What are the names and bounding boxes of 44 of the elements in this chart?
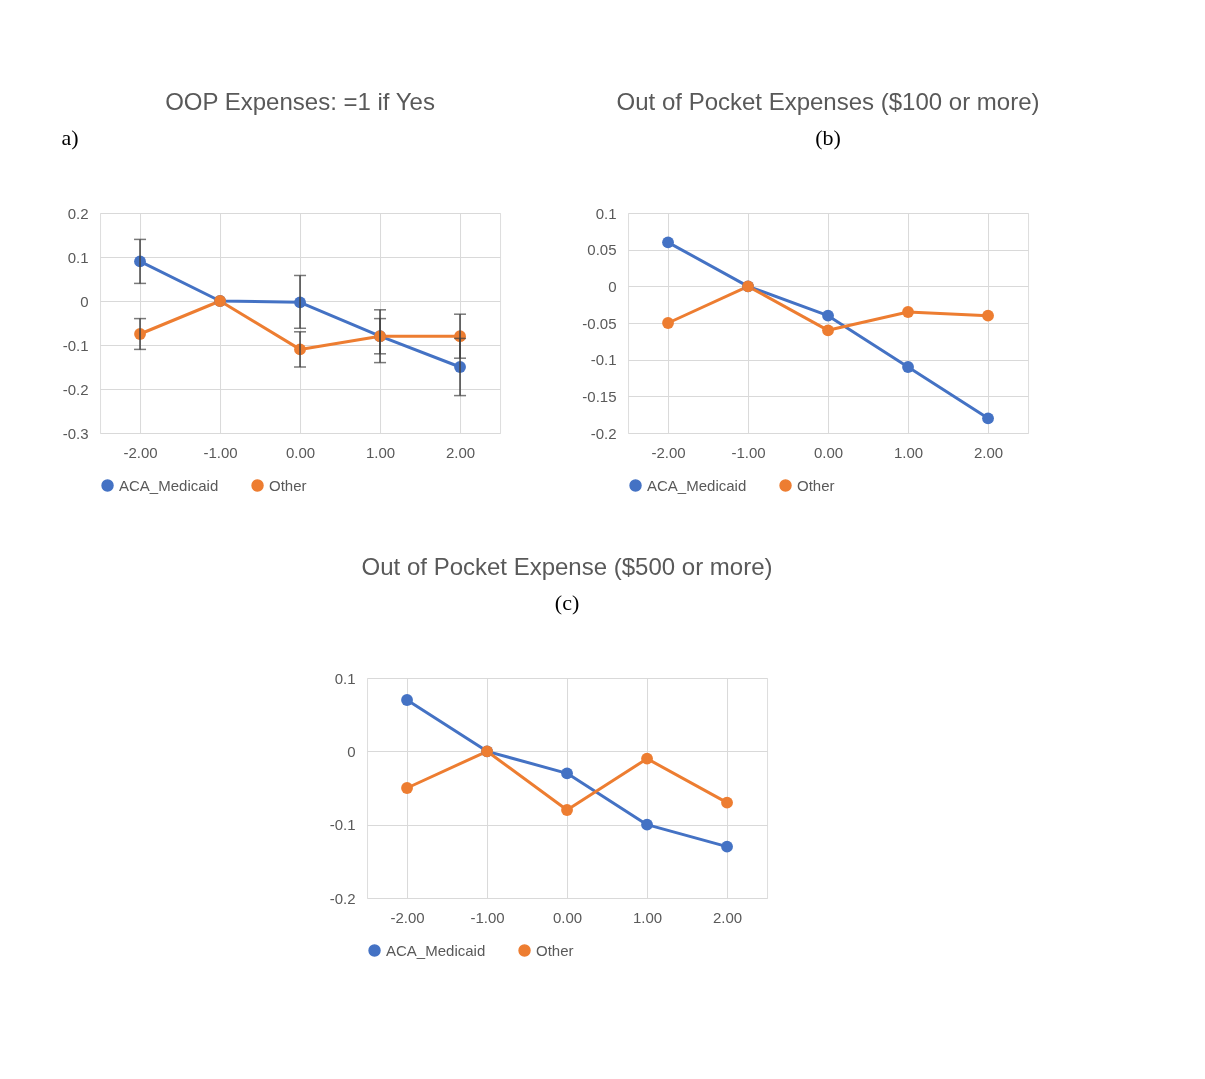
y-tick-label: -0.1 <box>62 336 89 354</box>
y-tick-label: 0.1 <box>67 248 89 266</box>
text: (b) <box>815 125 841 150</box>
x-tick-label: -1.00 <box>470 908 505 926</box>
x-tick-label: 2.00 <box>445 443 476 461</box>
legend-label: ACA_Medicaid <box>386 941 486 959</box>
y-tick-label: -0.2 <box>329 889 356 907</box>
chart-title: Out of Pocket Expense ($500 or more) <box>361 553 773 580</box>
x-tick-label: 0.00 <box>813 443 844 461</box>
y-tick-label: -0.1 <box>590 351 617 369</box>
y-tick-label: -0.2 <box>62 380 89 398</box>
y-tick-label: 0.2 <box>67 204 89 222</box>
chart-title: OOP Expenses: =1 if Yes <box>165 88 435 115</box>
y-tick-label: -0.3 <box>62 424 89 442</box>
x-tick-label: 2.00 <box>973 443 1004 461</box>
x-tick-label: 2.00 <box>712 908 743 926</box>
legend-label: Other <box>269 476 307 494</box>
y-tick-label: 0.1 <box>595 204 617 222</box>
x-tick-label: -1.00 <box>731 443 766 461</box>
y-tick-label: -0.05 <box>582 314 617 332</box>
y-tick-label: 0.05 <box>587 241 617 259</box>
x-tick-label: -2.00 <box>651 443 686 461</box>
y-tick-label: 0.1 <box>334 669 356 687</box>
x-tick-label: 1.00 <box>632 908 663 926</box>
legend-label: ACA_Medicaid <box>647 476 747 494</box>
y-tick-label: 0 <box>347 742 356 760</box>
chart-title: Out of Pocket Expenses ($100 or more) <box>616 88 1040 115</box>
text: (c) <box>554 590 580 615</box>
x-tick-label: 0.00 <box>285 443 316 461</box>
x-tick-label: -1.00 <box>203 443 238 461</box>
y-tick-label: -0.15 <box>582 387 617 405</box>
y-tick-label: 0 <box>608 277 617 295</box>
x-tick-label: -2.00 <box>123 443 158 461</box>
legend-label: ACA_Medicaid <box>119 476 219 494</box>
x-tick-label: 1.00 <box>893 443 924 461</box>
y-tick-label: -0.1 <box>329 816 356 834</box>
text: a) <box>61 125 79 150</box>
legend-label: Other <box>536 941 574 959</box>
y-tick-label: -0.2 <box>590 424 617 442</box>
legend-label: Other <box>797 476 835 494</box>
y-tick-label: 0 <box>80 292 89 310</box>
x-tick-label: 0.00 <box>552 908 583 926</box>
x-tick-label: -2.00 <box>390 908 425 926</box>
x-tick-label: 1.00 <box>365 443 396 461</box>
